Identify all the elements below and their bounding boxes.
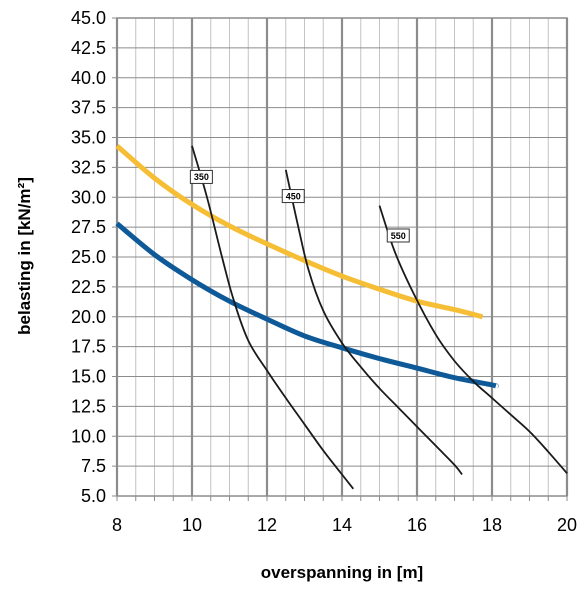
series-line-350: [191, 145, 355, 490]
x-tick-label: 18: [482, 515, 502, 535]
y-tick-label: 37.5: [71, 98, 106, 118]
series-lines: [115, 143, 568, 490]
y-tick-label: 22.5: [71, 277, 106, 297]
y-tick-label: 20.0: [71, 307, 106, 327]
curve-label-text: 550: [391, 231, 406, 241]
series-line-450: [284, 169, 463, 476]
curve-label-box: [189, 169, 213, 184]
curve-labels: 350 450 550: [189, 169, 410, 243]
x-tick-labels: 8 10 12 14 16 18 20: [112, 515, 577, 535]
curve-label-box: [281, 189, 305, 204]
x-tick-label: 10: [182, 515, 202, 535]
x-tick-label: 8: [112, 515, 122, 535]
y-tick-label: 25.0: [71, 247, 106, 267]
y-tick-label: 45.0: [71, 8, 106, 28]
curve-label-text: 350: [194, 172, 209, 182]
y-tick-label: 40.0: [71, 68, 106, 88]
y-tick-label: 15.0: [71, 367, 106, 387]
y-tick-label: 5.0: [81, 486, 106, 506]
y-tick-label: 42.5: [71, 38, 106, 58]
y-tick-label: 27.5: [71, 217, 106, 237]
x-tick-label: 14: [332, 515, 352, 535]
y-tick-label: 12.5: [71, 396, 106, 416]
x-tick-label: 20: [557, 515, 577, 535]
x-tick-label: 12: [257, 515, 277, 535]
y-tick-label: 10.0: [71, 426, 106, 446]
grid: [112, 17, 569, 501]
curve-label-box: [386, 228, 410, 243]
y-tick-labels: 5.0 7.5 10.0 12.5 15.0 17.5 20.0 22.5 25.0 27.5 30…: [71, 8, 106, 506]
x-tick-label: 16: [407, 515, 427, 535]
series-line-blue: [115, 221, 499, 389]
y-tick-label: 35.0: [71, 128, 106, 148]
curve-label-text: 450: [286, 191, 301, 201]
y-tick-label: 30.0: [71, 187, 106, 207]
x-axis-title: overspanning in [m]: [261, 563, 423, 582]
series-line-yellow: [115, 143, 484, 320]
y-tick-label: 32.5: [71, 157, 106, 177]
series-line-550: [378, 205, 568, 474]
y-tick-label: 17.5: [71, 337, 106, 357]
y-tick-label: 7.5: [81, 456, 106, 476]
y-axis-title: belasting in [kN/m²]: [15, 177, 34, 335]
